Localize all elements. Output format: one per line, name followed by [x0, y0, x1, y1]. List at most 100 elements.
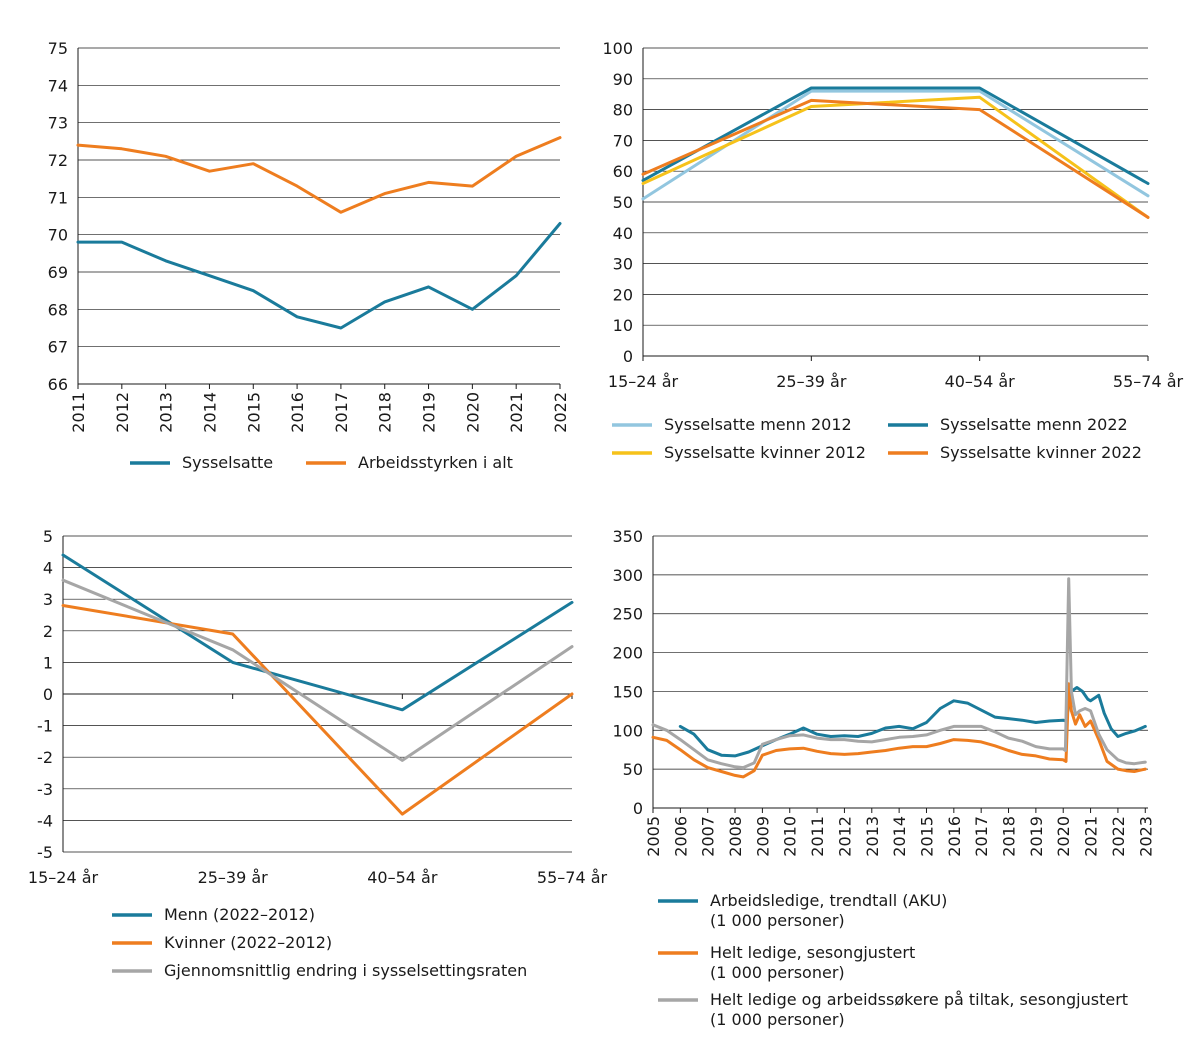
legend-label: Helt ledige og arbeidssøkere på tiltak, …	[710, 990, 1128, 1009]
x-tick-label: 15–24 år	[608, 372, 679, 391]
legend-label: Arbeidsledige, trendtall (AKU)	[710, 891, 947, 910]
y-tick-label: 0	[633, 799, 643, 818]
x-tick-label: 2011	[69, 392, 88, 433]
x-tick-label: 2021	[1082, 816, 1101, 857]
y-tick-label: 4	[43, 559, 53, 578]
series-line-arbeidsstyrken-i-alt	[76, 136, 562, 214]
y-tick-label: 90	[613, 70, 633, 89]
y-tick-label: 3	[43, 590, 53, 609]
y-tick-label: 68	[48, 300, 68, 319]
series-line-helt-ledige-sesongjustert	[651, 682, 1147, 779]
x-tick-label: 55–74 år	[537, 868, 608, 887]
legend-label: Gjennomsnittlig endring i sysselsettings…	[164, 961, 527, 980]
x-tick-label: 2017	[972, 816, 991, 857]
y-tick-label: 0	[43, 685, 53, 704]
x-tick-label: 2022	[551, 392, 570, 433]
series-line-sysselsatte-kvinner-2012	[641, 95, 1150, 219]
x-tick-label: 2020	[1054, 816, 1073, 857]
x-tick-label: 2016	[288, 392, 307, 433]
x-tick-label: 40–54 år	[945, 372, 1016, 391]
x-tick-label: 2007	[699, 816, 718, 857]
legend-label: Menn (2022–2012)	[164, 905, 315, 924]
x-tick-label: 15–24 år	[28, 868, 99, 887]
legend-label-unit: (1 000 personer)	[710, 1010, 845, 1029]
x-tick-label: 2022	[1109, 816, 1128, 857]
x-tick-label: 2019	[420, 392, 439, 433]
x-tick-label: 2013	[863, 816, 882, 857]
x-tick-label: 2015	[917, 816, 936, 857]
y-tick-label: 1	[43, 653, 53, 672]
y-tick-label: 70	[613, 131, 633, 150]
x-tick-label: 2014	[200, 392, 219, 433]
x-tick-label: 2018	[1000, 816, 1019, 857]
y-tick-label: 20	[613, 285, 633, 304]
x-tick-label: 2008	[726, 816, 745, 857]
legend-label: Kvinner (2022–2012)	[164, 933, 332, 952]
y-tick-label: 67	[48, 338, 68, 357]
legend-label-unit: (1 000 personer)	[710, 963, 845, 982]
y-tick-label: 350	[612, 527, 643, 546]
y-tick-label: 50	[623, 760, 643, 779]
legend-label-unit: (1 000 personer)	[710, 911, 845, 930]
series-line-menn-2022-2012-	[61, 553, 574, 712]
x-tick-label: 2013	[157, 392, 176, 433]
series-line-gjennomsnittlig-endring-i-sysselsettingsraten	[61, 578, 574, 762]
legend-label: Sysselsatte menn 2022	[940, 415, 1128, 434]
y-tick-label: 75	[48, 39, 68, 58]
series-line-sysselsatte-kvinner-2022	[641, 98, 1150, 219]
x-tick-label: 2015	[244, 392, 263, 433]
x-tick-label: 40–54 år	[367, 868, 438, 887]
y-tick-label: 200	[612, 644, 643, 663]
x-tick-label: 25–39 år	[776, 372, 847, 391]
y-tick-label: 100	[612, 721, 643, 740]
y-tick-label: 50	[613, 193, 633, 212]
x-tick-label: 2019	[1027, 816, 1046, 857]
y-tick-label: 70	[48, 226, 68, 245]
legend-label: Arbeidsstyrken i alt	[358, 453, 513, 472]
x-tick-label: 2009	[753, 816, 772, 857]
y-tick-label: 300	[612, 566, 643, 585]
x-tick-label: 2023	[1136, 816, 1155, 857]
legend-label: Sysselsatte	[182, 453, 273, 472]
y-tick-label: 72	[48, 151, 68, 170]
x-tick-label: 2018	[376, 392, 395, 433]
legend-label: Sysselsatte kvinner 2022	[940, 443, 1142, 462]
x-tick-label: 2021	[507, 392, 526, 433]
x-tick-label: 2016	[945, 816, 964, 857]
y-tick-label: 0	[623, 347, 633, 366]
legend-label: Sysselsatte kvinner 2012	[664, 443, 866, 462]
y-tick-label: 2	[43, 622, 53, 641]
y-tick-label: 10	[613, 316, 633, 335]
x-tick-label: 2012	[113, 392, 132, 433]
x-tick-label: 25–39 år	[198, 868, 269, 887]
x-tick-label: 2020	[463, 392, 482, 433]
y-tick-label: 69	[48, 263, 68, 282]
y-tick-label: -2	[37, 748, 53, 767]
series-line-helt-ledige-og-arbeidss-kere-p-tiltak-sesongjustert	[651, 577, 1147, 770]
x-tick-label: 2005	[644, 816, 663, 857]
x-tick-label: 2006	[671, 816, 690, 857]
x-tick-label: 2012	[835, 816, 854, 857]
y-tick-label: 73	[48, 114, 68, 133]
y-tick-label: -3	[37, 780, 53, 799]
x-tick-label: 2014	[890, 816, 909, 857]
y-tick-label: 5	[43, 527, 53, 546]
x-tick-label: 55–74 år	[1113, 372, 1184, 391]
y-tick-label: 71	[48, 188, 68, 207]
series-line-sysselsatte-menn-2012	[641, 89, 1150, 201]
y-tick-label: 66	[48, 375, 68, 394]
legend-label: Helt ledige, sesongjustert	[710, 943, 915, 962]
y-tick-label: 80	[613, 101, 633, 120]
y-tick-label: 74	[48, 76, 68, 95]
y-tick-label: 150	[612, 682, 643, 701]
x-tick-label: 2010	[781, 816, 800, 857]
y-tick-label: -5	[37, 843, 53, 862]
legend-label: Sysselsatte menn 2012	[664, 415, 852, 434]
y-tick-label: 60	[613, 162, 633, 181]
y-tick-label: 100	[602, 39, 633, 58]
y-tick-label: -1	[37, 717, 53, 736]
series-line-kvinner-2022-2012-	[61, 604, 574, 816]
y-tick-label: 250	[612, 605, 643, 624]
x-tick-label: 2011	[808, 816, 827, 857]
